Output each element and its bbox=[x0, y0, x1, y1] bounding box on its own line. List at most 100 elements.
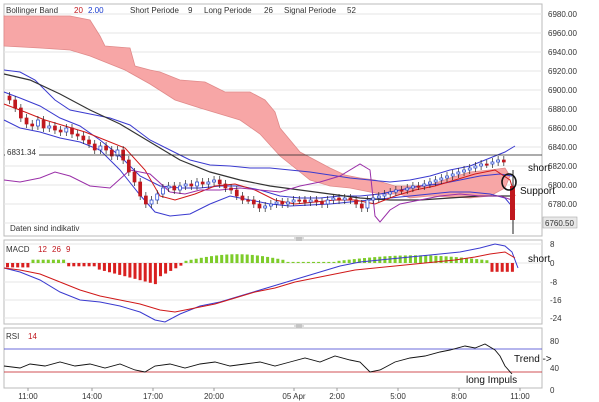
macd-bar bbox=[97, 263, 101, 270]
macd-p3: 9 bbox=[66, 245, 71, 254]
macd-bar bbox=[434, 255, 438, 263]
macd-bar bbox=[439, 256, 443, 263]
candle-body bbox=[320, 201, 324, 205]
price-marker-left-box bbox=[5, 146, 39, 157]
panel-handle-2[interactable] bbox=[294, 324, 304, 328]
candle-body bbox=[19, 107, 23, 119]
macd-bar bbox=[92, 263, 96, 267]
candle-body bbox=[416, 185, 421, 188]
macd-bar bbox=[164, 263, 168, 274]
candle-body bbox=[36, 119, 40, 127]
time-tick-label: 11:00 bbox=[18, 392, 38, 401]
panel-handle-1[interactable] bbox=[294, 237, 304, 241]
price-tick-label: 6960.00 bbox=[548, 29, 577, 38]
macd-bar bbox=[459, 257, 463, 263]
macd-bar bbox=[11, 263, 15, 268]
time-tick-label: 17:00 bbox=[143, 392, 164, 401]
macd-bar bbox=[266, 256, 270, 263]
candle-body bbox=[58, 129, 63, 133]
price-tick-label: 6860.00 bbox=[548, 124, 577, 133]
macd-bar bbox=[276, 258, 280, 263]
macd-bar bbox=[363, 258, 366, 263]
macd-signal-line bbox=[3, 251, 516, 313]
macd-tick-label: -24 bbox=[550, 314, 562, 323]
macd-tick-label: 0 bbox=[550, 259, 555, 268]
macd-histogram bbox=[6, 254, 514, 285]
candle-body bbox=[467, 167, 472, 171]
candle-body bbox=[348, 197, 353, 201]
macd-bar bbox=[465, 258, 468, 263]
bollinger-p1: 20 bbox=[74, 6, 83, 15]
macd-bar bbox=[51, 259, 55, 263]
macd-bar bbox=[204, 256, 208, 263]
candle-body bbox=[64, 127, 69, 133]
macd-bar bbox=[77, 263, 81, 267]
price-tick-label: 6900.00 bbox=[548, 86, 577, 95]
macd-bar bbox=[174, 263, 178, 269]
candle-body bbox=[189, 183, 194, 187]
macd-bar bbox=[429, 255, 433, 263]
candle-body bbox=[200, 181, 205, 185]
macd-bar bbox=[301, 261, 305, 263]
candle-body bbox=[263, 205, 268, 209]
candle-body bbox=[399, 189, 404, 192]
candle-body bbox=[155, 193, 160, 201]
candle-body bbox=[462, 169, 466, 173]
macd-bar bbox=[449, 256, 453, 263]
macd-bar bbox=[220, 254, 224, 263]
macd-p2: 26 bbox=[52, 245, 61, 254]
rsi-line bbox=[3, 343, 513, 375]
macd-bar bbox=[87, 263, 91, 267]
macd-bar bbox=[306, 261, 310, 263]
purple-line bbox=[3, 163, 513, 223]
candle-body bbox=[132, 171, 137, 183]
bollinger-upper-line bbox=[3, 69, 516, 183]
candle-body bbox=[81, 135, 86, 141]
macd-line bbox=[3, 243, 519, 323]
macd-tick-label: 8 bbox=[550, 240, 555, 249]
macd-bar bbox=[490, 263, 494, 272]
candle-body bbox=[376, 195, 381, 199]
macd-bar bbox=[41, 259, 45, 263]
macd-bar bbox=[225, 254, 229, 263]
time-tick-label: 2:00 bbox=[329, 392, 345, 401]
candle-body bbox=[308, 199, 313, 203]
candle-body bbox=[479, 163, 483, 167]
price-marker-right-box bbox=[542, 216, 578, 229]
macd-bar bbox=[332, 261, 336, 263]
long-periode-value: 26 bbox=[264, 6, 273, 15]
bollinger-p2: 2.00 bbox=[88, 6, 104, 15]
candle-body bbox=[41, 119, 46, 129]
candle-body bbox=[411, 185, 415, 189]
macd-bar bbox=[123, 263, 127, 277]
candle-body bbox=[70, 127, 74, 135]
candle-body bbox=[342, 197, 347, 201]
macd-bar bbox=[159, 263, 162, 277]
candle-body bbox=[212, 179, 216, 183]
macd-bar bbox=[133, 263, 137, 279]
macd-bar bbox=[138, 263, 142, 281]
price-tick-label: 6820.00 bbox=[548, 162, 577, 171]
macd-bar bbox=[21, 263, 25, 268]
macd-bar bbox=[62, 259, 66, 263]
support-circle bbox=[501, 173, 517, 191]
candle-body bbox=[166, 185, 171, 189]
candle-body bbox=[229, 187, 233, 191]
macd-bar bbox=[210, 256, 213, 263]
macd-bar bbox=[500, 263, 504, 272]
price-tick-label: 6920.00 bbox=[548, 67, 577, 76]
candle-body bbox=[388, 191, 393, 195]
annotation-long-impuls: long Impuls bbox=[466, 375, 517, 386]
candle-body bbox=[178, 185, 182, 191]
price-marker-left: 6831.34 bbox=[7, 148, 36, 157]
macd-bar bbox=[368, 257, 372, 263]
macd-bar bbox=[357, 258, 361, 263]
price-tick-label: 6780.00 bbox=[548, 200, 577, 209]
short-periode-label: Short Periode bbox=[130, 6, 179, 15]
annotation-short-macd: short bbox=[528, 254, 550, 265]
macd-bar bbox=[408, 255, 412, 263]
candle-body bbox=[257, 203, 262, 209]
rsi-tick-label: 40 bbox=[550, 364, 559, 373]
candle-body bbox=[456, 171, 461, 175]
macd-label: MACD bbox=[6, 245, 30, 254]
